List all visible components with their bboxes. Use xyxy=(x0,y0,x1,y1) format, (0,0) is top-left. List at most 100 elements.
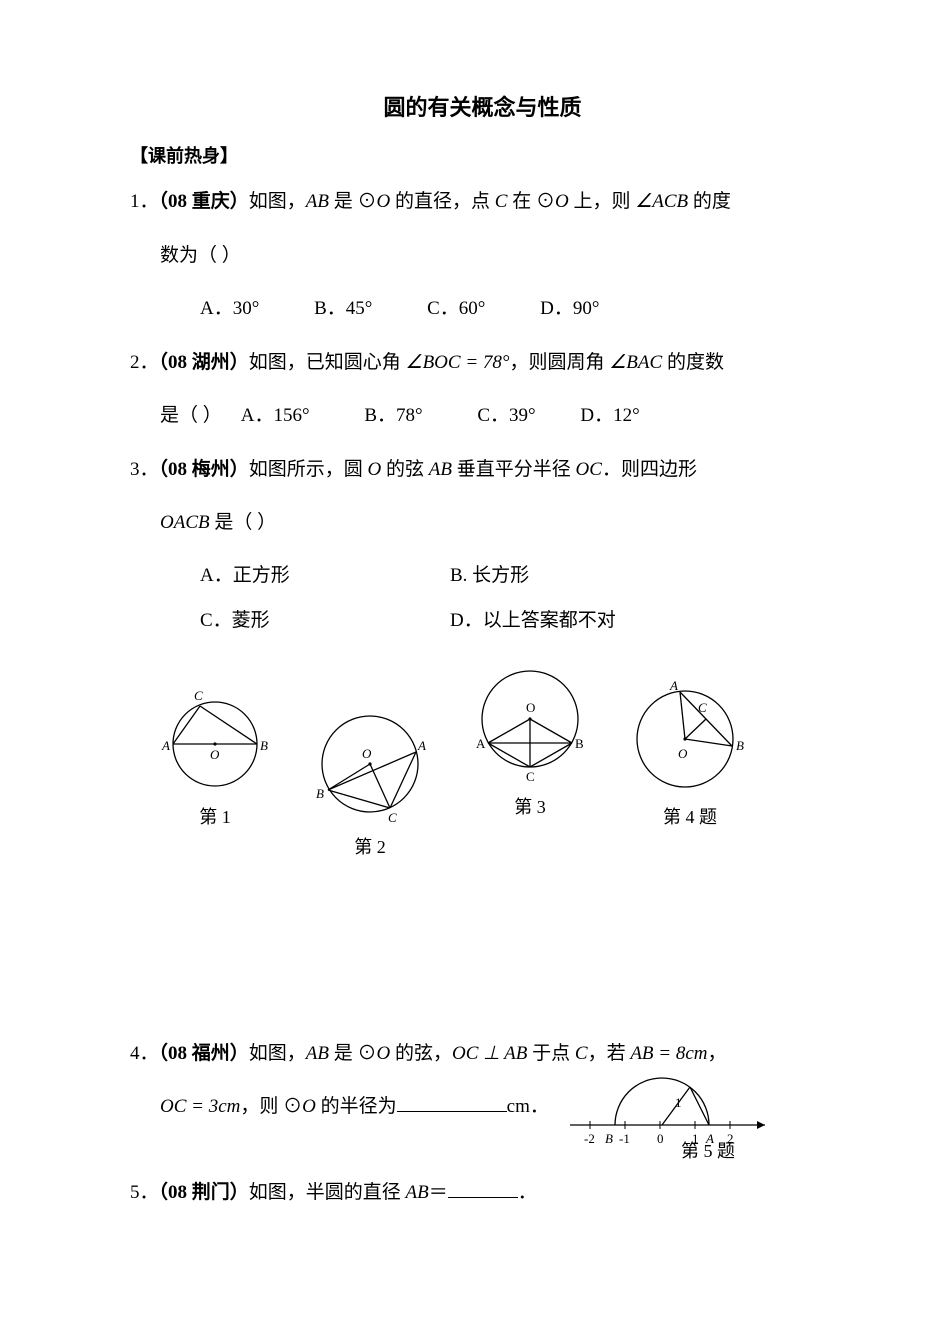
q1-t2: 是 ⊙ xyxy=(329,191,377,212)
q4-t6: ， xyxy=(708,1043,727,1064)
q5-num: 5． xyxy=(130,1182,159,1203)
q2-num: 2． xyxy=(130,352,159,373)
figure-1-svg: A B C O xyxy=(150,684,280,794)
q3-AB: AB xyxy=(429,459,452,480)
fig3-O: O xyxy=(526,700,535,715)
q3-line1: 3．（08 梅州）如图所示，圆 O 的弦 AB 垂直平分半径 OC．则四边形 xyxy=(130,446,835,494)
fig4-O: O xyxy=(678,746,688,761)
q4-O2: O xyxy=(302,1096,316,1117)
q3-OC: OC xyxy=(576,459,602,480)
q4-t7: ，则 ⊙ xyxy=(240,1096,302,1117)
q2-line1: 2．（08 湖州）如图，已知圆心角 ∠BOC = 78°，则圆周角 ∠BAC 的… xyxy=(130,339,835,387)
q1-num: 1． xyxy=(130,191,159,212)
figure-3: O A B C 第 3 xyxy=(460,664,600,819)
q4-t2: 是 ⊙ xyxy=(329,1043,377,1064)
q4-t9: cm． xyxy=(507,1096,549,1117)
q1-choice-D: D．90° xyxy=(540,285,599,333)
q4-blank xyxy=(397,1092,507,1112)
figure-4-svg: A B C O xyxy=(620,674,760,794)
q3-choices: A．正方形 B. 长方形 C．菱形 D．以上答案都不对 xyxy=(200,553,835,644)
page-title: 圆的有关概念与性质 xyxy=(130,90,835,122)
q4-line2: OC = 3cm，则 ⊙O 的半径为cm． -2 -1 0 1 2 1 B A xyxy=(160,1083,835,1131)
q4-t3: 的弦， xyxy=(390,1043,452,1064)
q1-line1: 1．（08 重庆）如图，AB 是 ⊙O 的直径，点 C 在 ⊙O 上，则 ∠AC… xyxy=(130,178,835,226)
q4-t4: 于点 xyxy=(527,1043,575,1064)
fig5-B: B xyxy=(605,1131,613,1146)
fig4-C: C xyxy=(698,700,707,715)
fig3-B: B xyxy=(575,736,584,751)
figure-1-caption: 第 1 xyxy=(150,803,280,829)
q2-source: （08 湖州） xyxy=(159,352,249,373)
q2-choice-C: C．39° xyxy=(477,405,535,426)
q1-choice-C: C．60° xyxy=(427,285,485,333)
fig5-A: A xyxy=(705,1131,714,1146)
q3-num: 3． xyxy=(130,459,159,480)
page-root: 圆的有关概念与性质 【课前热身】 1．（08 重庆）如图，AB 是 ⊙O 的直径… xyxy=(0,0,945,1337)
q5-eq: ＝ xyxy=(429,1182,448,1203)
q3-t4: ．则四边形 xyxy=(602,459,697,480)
q3-line2: OACB 是（ ） xyxy=(160,499,835,547)
fig2-C: C xyxy=(388,810,397,824)
q5-blank xyxy=(448,1178,518,1198)
q1-AB: AB xyxy=(306,191,329,212)
q2-t3: 的度数 xyxy=(662,352,724,373)
q1-t5: 上，则 xyxy=(569,191,636,212)
q2-ang2: ∠BAC xyxy=(609,352,662,373)
q2-t1: 如图，已知圆心角 xyxy=(249,352,406,373)
figure-5-svg: -2 -1 0 1 2 1 B A xyxy=(560,1065,780,1155)
q1-line2: 数为（ ） xyxy=(160,232,835,280)
section-warmup-label: 【课前热身】 xyxy=(130,142,835,168)
q3-choice-D: D．以上答案都不对 xyxy=(450,598,710,644)
figure-2-caption: 第 2 xyxy=(300,833,440,859)
fig1-A: A xyxy=(161,738,170,753)
fig5-tick-1: -1 xyxy=(619,1131,630,1146)
fig3-C: C xyxy=(526,769,535,784)
q3-l2b: 是（ ） xyxy=(210,512,277,533)
q1-O1: O xyxy=(377,191,391,212)
q4-AB: AB xyxy=(306,1043,329,1064)
q1-C: C xyxy=(495,191,508,212)
q4-source: （08 福州） xyxy=(159,1043,249,1064)
figure-2: A B C O 第 2 xyxy=(300,704,440,859)
fig4-A: A xyxy=(669,678,678,693)
figures-row: A B C O 第 1 A B C O 第 xyxy=(130,664,835,894)
q3-choice-A: A．正方形 xyxy=(200,553,450,599)
q1-angle: ∠ACB xyxy=(635,191,688,212)
fig2-B: B xyxy=(316,786,324,801)
q4-t8: 的半径为 xyxy=(316,1096,397,1117)
q3-source: （08 梅州） xyxy=(159,459,249,480)
q5-end: ． xyxy=(518,1182,537,1203)
q1-choice-B: B．45° xyxy=(314,285,372,333)
q3-t2: 的弦 xyxy=(381,459,429,480)
q4-num: 4． xyxy=(130,1043,159,1064)
q4-O1: O xyxy=(377,1043,391,1064)
q1-t3: 的直径，点 xyxy=(390,191,495,212)
figure-1: A B C O 第 1 xyxy=(150,684,280,829)
q4-OCperp: OC ⊥ AB xyxy=(452,1043,527,1064)
q2-line2t: 是（ ） xyxy=(160,405,222,426)
figure-3-caption: 第 3 xyxy=(460,793,600,819)
fig2-O: O xyxy=(362,746,372,761)
q4-t1: 如图， xyxy=(249,1043,306,1064)
q3-t1: 如图所示，圆 xyxy=(249,459,368,480)
q1-choice-A: A．30° xyxy=(200,285,259,333)
q2-choice-A: A．156° xyxy=(241,405,310,426)
fig3-A: A xyxy=(476,736,486,751)
q5-t1: 如图，半圆的直径 xyxy=(249,1182,406,1203)
fig5-tick-4: 2 xyxy=(727,1131,734,1146)
q3-choice-B: B. 长方形 xyxy=(450,553,710,599)
figure-4-caption: 第 4 题 xyxy=(620,803,760,829)
figure-2-svg: A B C O xyxy=(300,704,440,824)
q5-line1: 5．（08 荆门）如图，半圆的直径 AB＝． xyxy=(130,1169,835,1217)
fig1-C: C xyxy=(194,688,203,703)
fig2-A: A xyxy=(417,738,426,753)
q2-t2: ，则圆周角 xyxy=(510,352,610,373)
fig5-tick-3: 1 xyxy=(692,1131,699,1146)
figure-4: A B C O 第 4 题 xyxy=(620,674,760,829)
spacer-1 xyxy=(130,894,835,1024)
q2-line2: 是（ ） A．156° B．78° C．39° D．12° xyxy=(160,392,835,440)
q2-ang1: ∠BOC = 78° xyxy=(406,352,510,373)
q1-t1: 如图， xyxy=(249,191,306,212)
q4-C: C xyxy=(575,1043,588,1064)
fig5-one: 1 xyxy=(675,1095,682,1110)
